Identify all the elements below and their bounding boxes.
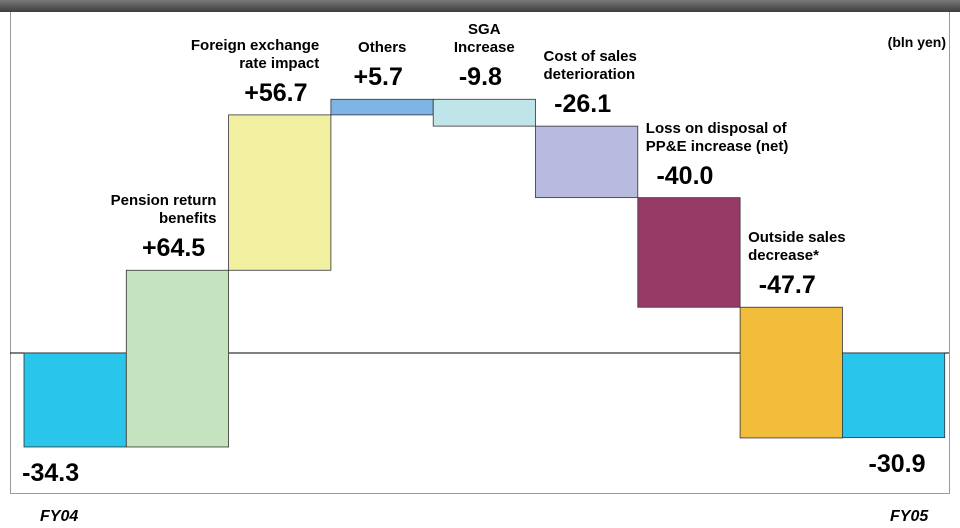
value-label: -30.9 [868, 449, 926, 478]
bar [432, 98, 536, 127]
bar [125, 269, 230, 448]
value-label: -34.3 [22, 458, 80, 487]
value-label: -9.8 [458, 63, 502, 92]
bar [23, 352, 127, 448]
category-label: Loss on disposal of PP&E increase (net) [645, 119, 789, 155]
category-label: Cost of sales deterioration [543, 48, 637, 84]
value-label: +64.5 [141, 234, 206, 263]
chart-frame [10, 12, 950, 494]
value-label: -26.1 [554, 90, 612, 119]
category-label: FY05 [890, 508, 929, 525]
value-label: +5.7 [353, 63, 403, 92]
bar [228, 114, 332, 271]
category-label: Outside sales decrease* [748, 229, 846, 265]
category-label: FY04 [40, 508, 79, 525]
bar [535, 125, 639, 199]
bar [842, 352, 946, 439]
top-bar [0, 0, 960, 12]
bar [330, 98, 434, 116]
bar [637, 197, 741, 308]
value-label: +56.7 [244, 78, 308, 107]
value-label: -47.7 [758, 271, 816, 300]
unit-label: (bln yen) [887, 34, 946, 50]
category-label: Pension return benefits [110, 192, 217, 228]
category-label: SGA Increase [453, 21, 515, 57]
bar [739, 306, 843, 439]
category-label: Foreign exchange rate impact [190, 36, 320, 72]
value-label: -40.0 [656, 161, 714, 190]
category-label: Others [358, 39, 407, 57]
